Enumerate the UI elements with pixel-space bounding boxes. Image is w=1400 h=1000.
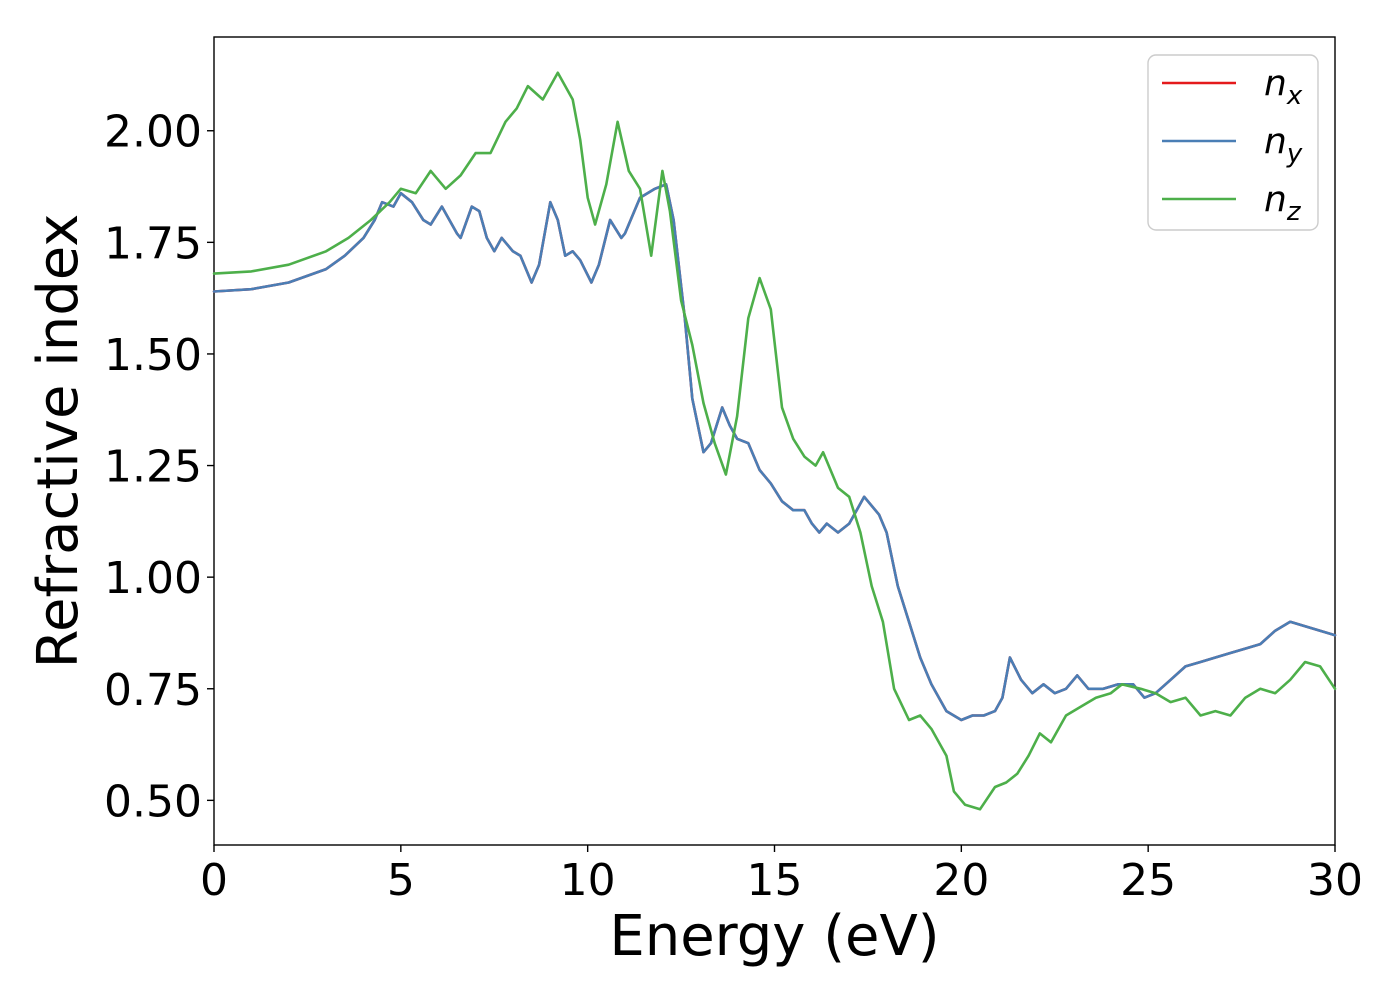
x-tick-label: 25 <box>1120 855 1176 906</box>
legend-label-y: ny <box>1264 121 1303 169</box>
legend-label-z: nz <box>1264 179 1302 227</box>
x-axis-ticks: 0 5 10 15 20 25 30 <box>200 845 1363 906</box>
legend-label-x: nx <box>1264 63 1303 111</box>
x-tick-label: 10 <box>560 855 616 906</box>
y-axis-title: Refractive index <box>26 214 91 669</box>
x-tick-label: 30 <box>1307 855 1363 906</box>
y-axis-ticks: 0.50 0.75 1.00 1.25 1.50 1.75 2.00 <box>104 107 214 827</box>
series-line-x <box>212 183 1337 722</box>
legend-box <box>1147 54 1319 231</box>
legend: nx ny nz <box>1147 54 1319 231</box>
series-lines <box>212 71 1337 811</box>
x-axis-title: Energy (eV) <box>609 904 939 969</box>
y-tick-label: 1.25 <box>104 442 202 493</box>
y-tick-label: 1.50 <box>104 330 202 381</box>
y-tick-label: 1.00 <box>104 553 202 604</box>
y-tick-label: 1.75 <box>104 218 202 269</box>
y-tick-label: 0.75 <box>104 665 202 716</box>
x-tick-label: 20 <box>933 855 989 906</box>
series-line-z <box>212 71 1337 811</box>
x-tick-label: 15 <box>747 855 803 906</box>
series-line-y <box>212 183 1337 722</box>
x-tick-label: 0 <box>200 855 228 906</box>
y-tick-label: 0.50 <box>104 776 202 827</box>
x-tick-label: 5 <box>387 855 415 906</box>
y-tick-label: 2.00 <box>104 107 202 158</box>
